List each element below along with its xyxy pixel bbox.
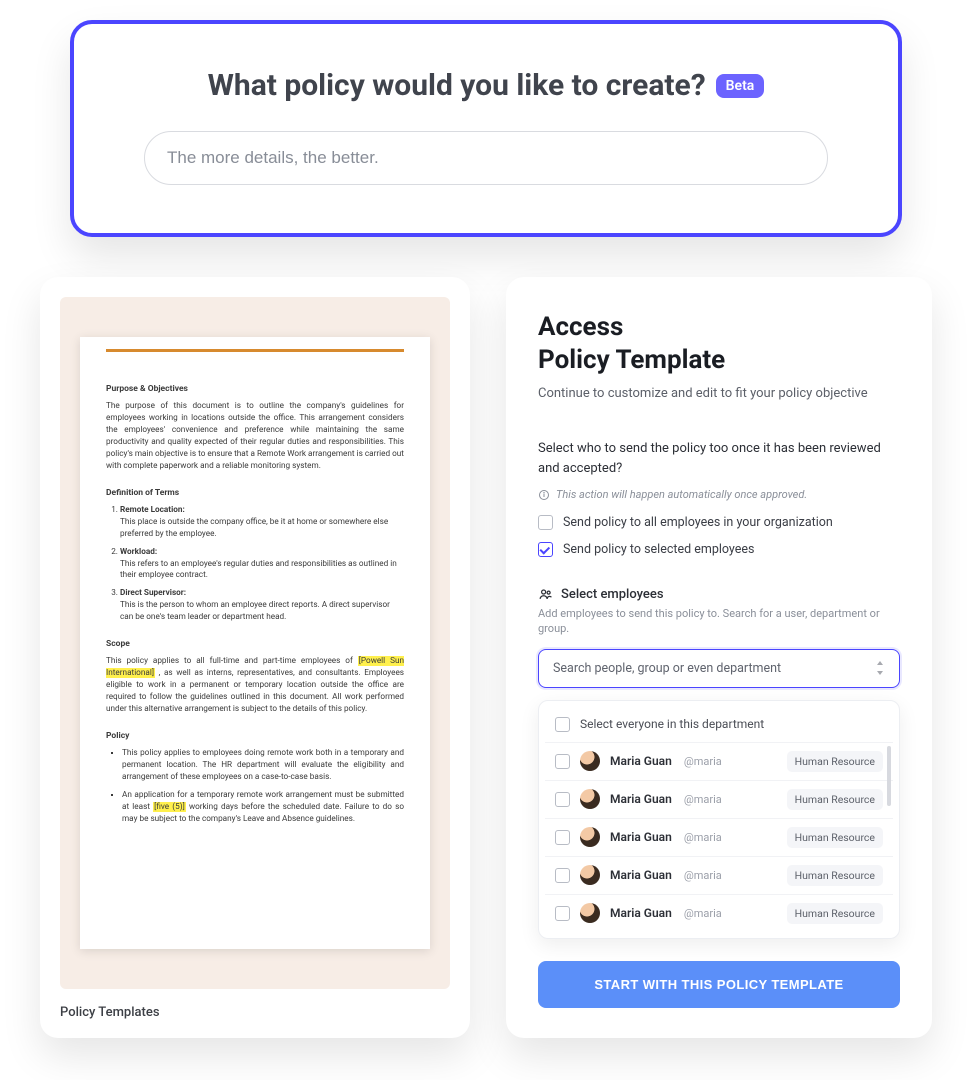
hero-title-row: What policy would you like to create? Be…	[144, 68, 828, 103]
checkbox-icon	[555, 717, 570, 732]
doc-def-item: Direct Supervisor: This is the person to…	[120, 588, 404, 624]
access-title: Access Policy Template	[538, 311, 900, 376]
doc-page: Purpose & Objectives The purpose of this…	[80, 337, 430, 949]
doc-term: Workload:	[120, 547, 404, 559]
select-everyone-row[interactable]: Select everyone in this department	[545, 709, 893, 742]
checkbox-icon	[555, 754, 570, 769]
checkbox-icon	[555, 868, 570, 883]
option-send-selected[interactable]: Send policy to selected employees	[538, 542, 900, 557]
doc-text: This policy applies to all full-time and…	[106, 656, 358, 666]
employee-name: Maria Guan	[610, 906, 672, 920]
doc-heading: Policy	[106, 730, 404, 742]
access-title-line: Policy Template	[538, 345, 725, 375]
employee-row[interactable]: Maria Guan @maria Human Resource	[545, 894, 893, 932]
doc-def-list: Remote Location: This place is outside t…	[106, 505, 404, 624]
doc-heading: Scope	[106, 638, 404, 650]
employee-name: Maria Guan	[610, 792, 672, 806]
option-label: Send policy to all employees in your org…	[563, 515, 833, 530]
people-icon	[538, 587, 553, 602]
employee-dept: Human Resource	[787, 903, 883, 924]
doc-policy-list: This policy applies to employees doing r…	[106, 748, 404, 825]
employee-handle: @maria	[684, 755, 722, 768]
lower-row: Purpose & Objectives The purpose of this…	[20, 277, 952, 1038]
checkbox-icon	[555, 792, 570, 807]
employee-name: Maria Guan	[610, 830, 672, 844]
employee-dept: Human Resource	[787, 751, 883, 772]
doc-term: Remote Location:	[120, 505, 404, 517]
doc-policy-item: An application for a temporary remote wo…	[122, 790, 404, 826]
employee-dept: Human Resource	[787, 865, 883, 886]
info-text: This action will happen automatically on…	[556, 488, 807, 501]
doc-heading: Purpose & Objectives	[106, 383, 404, 395]
access-card: Access Policy Template Continue to custo…	[506, 277, 932, 1038]
employee-name: Maria Guan	[610, 754, 672, 768]
employee-handle: @maria	[684, 793, 722, 806]
employee-list: Maria Guan @maria Human Resource Maria G…	[545, 742, 893, 932]
doc-def-item: Workload: This refers to an employee's r…	[120, 547, 404, 583]
template-preview-card: Purpose & Objectives The purpose of this…	[40, 277, 470, 1038]
select-employees-hint: Add employees to send this policy to. Se…	[538, 606, 900, 637]
employee-dept: Human Resource	[787, 827, 883, 848]
doc-policy-item: This policy applies to employees doing r…	[122, 748, 404, 784]
employee-dept: Human Resource	[787, 789, 883, 810]
select-employees-label: Select employees	[538, 587, 900, 602]
checkbox-icon	[555, 830, 570, 845]
search-placeholder-text: Search people, group or even department	[553, 661, 781, 676]
avatar	[580, 903, 600, 923]
access-subtitle: Continue to customize and edit to fit yo…	[538, 386, 900, 401]
access-title-line: Access	[538, 312, 623, 342]
section-label-text: Select employees	[561, 587, 664, 602]
employee-row[interactable]: Maria Guan @maria Human Resource	[545, 856, 893, 894]
scrollbar[interactable]	[887, 746, 891, 806]
doc-paragraph: This policy applies to all full-time and…	[106, 656, 404, 715]
employee-handle: @maria	[684, 869, 722, 882]
policy-prompt-input[interactable]	[144, 131, 828, 185]
select-everyone-label: Select everyone in this department	[580, 717, 764, 731]
hero-card: What policy would you like to create? Be…	[70, 20, 902, 237]
access-question: Select who to send the policy too once i…	[538, 439, 900, 478]
avatar	[580, 789, 600, 809]
employee-row[interactable]: Maria Guan @maria Human Resource	[545, 742, 893, 780]
employee-search-input[interactable]: Search people, group or even department	[538, 649, 900, 688]
avatar	[580, 865, 600, 885]
preview-caption: Policy Templates	[60, 1005, 450, 1020]
doc-term-body: This refers to an employee's regular dut…	[120, 559, 397, 581]
employee-row[interactable]: Maria Guan @maria Human Resource	[545, 818, 893, 856]
doc-frame: Purpose & Objectives The purpose of this…	[60, 297, 450, 989]
option-send-all[interactable]: Send policy to all employees in your org…	[538, 515, 900, 530]
employee-row[interactable]: Maria Guan @maria Human Resource	[545, 780, 893, 818]
doc-paragraph: The purpose of this document is to outli…	[106, 401, 404, 472]
hero-title: What policy would you like to create?	[208, 68, 706, 103]
doc-heading: Definition of Terms	[106, 487, 404, 499]
checkbox-icon	[538, 515, 553, 530]
employee-name: Maria Guan	[610, 868, 672, 882]
info-icon	[538, 489, 550, 501]
checkbox-icon	[555, 906, 570, 921]
doc-term: Direct Supervisor:	[120, 588, 404, 600]
checkbox-icon	[538, 542, 553, 557]
doc-def-item: Remote Location: This place is outside t…	[120, 505, 404, 541]
doc-term-body: This is the person to whom an employee d…	[120, 600, 390, 622]
doc-term-body: This place is outside the company office…	[120, 517, 388, 539]
employee-handle: @maria	[684, 907, 722, 920]
avatar	[580, 751, 600, 771]
doc-highlight: [five (5)]	[153, 802, 186, 812]
sort-icon	[875, 661, 885, 675]
avatar	[580, 827, 600, 847]
employee-handle: @maria	[684, 831, 722, 844]
employee-dropdown: Select everyone in this department Maria…	[538, 700, 900, 939]
info-line: This action will happen automatically on…	[538, 488, 900, 501]
beta-badge: Beta	[716, 74, 765, 98]
option-label: Send policy to selected employees	[563, 542, 754, 557]
start-template-button[interactable]: START WITH THIS POLICY TEMPLATE	[538, 961, 900, 1008]
